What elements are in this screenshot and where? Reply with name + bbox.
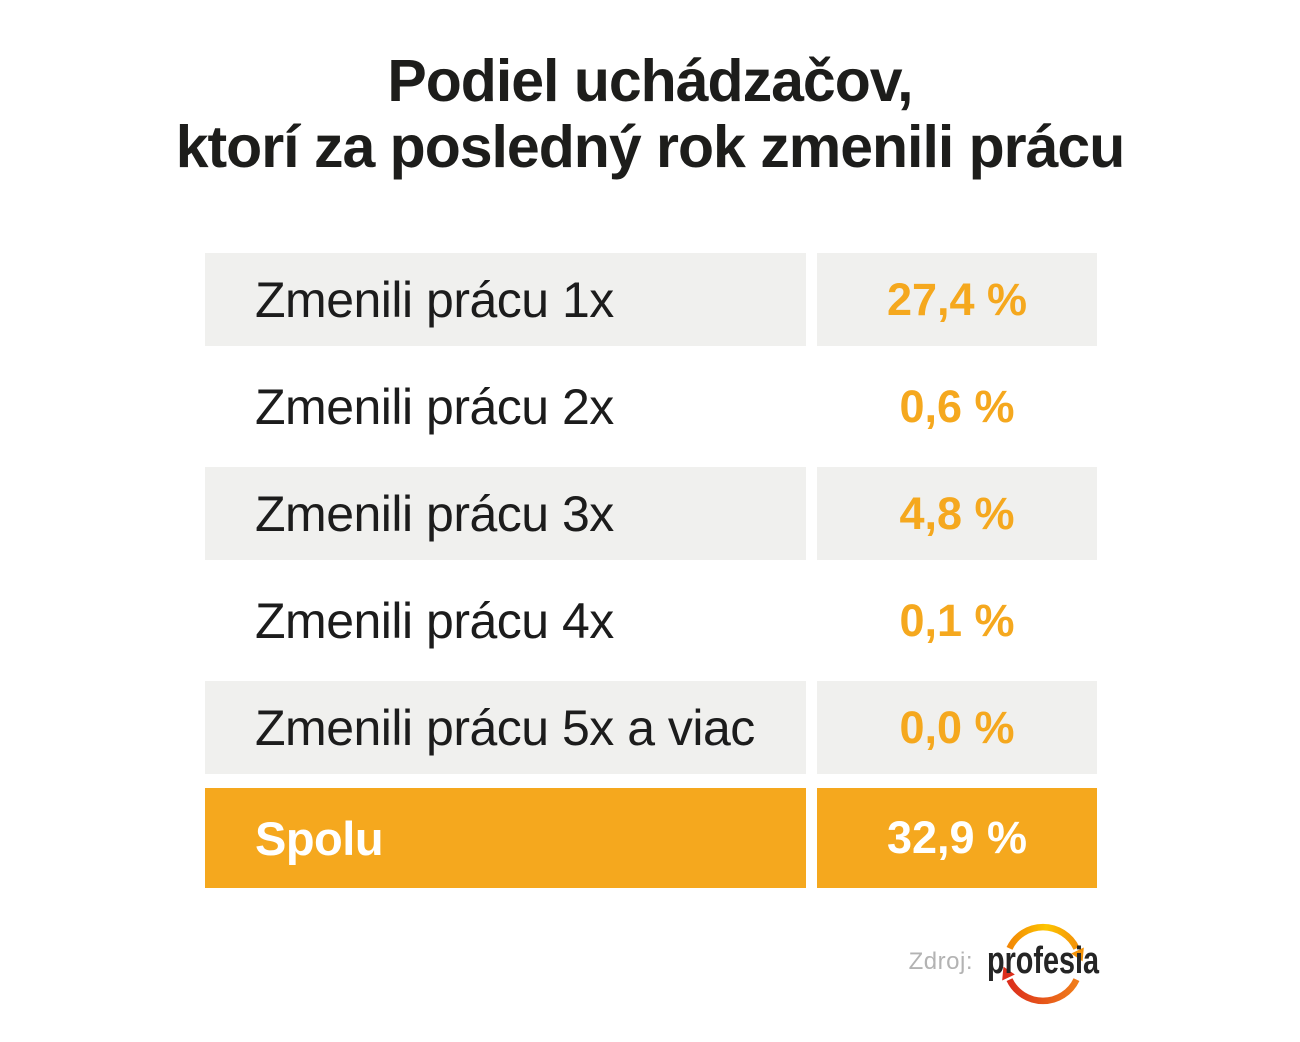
logo-arrowhead-bottom xyxy=(1002,966,1015,981)
logo-circular-arrows xyxy=(1002,923,1084,1005)
logo-wordmark: profesia xyxy=(987,940,1100,982)
page-title: Podiel uchádzačov, ktorí za posledný rok… xyxy=(0,48,1300,180)
table-row-total: Spolu 32,9 % xyxy=(205,788,1097,888)
table-row: Zmenili prácu 3x 4,8 % xyxy=(205,467,1097,560)
row-label: Zmenili prácu 2x xyxy=(255,378,614,435)
row-label: Zmenili prácu 3x xyxy=(205,467,806,560)
logo-arc-top xyxy=(1006,923,1080,950)
table-row: Zmenili prácu 4x 0,1 % xyxy=(205,574,1097,667)
row-value: 4,8 % xyxy=(817,467,1097,560)
table-row: Zmenili prácu 1x 27,4 % xyxy=(205,253,1097,346)
row-label: Zmenili prácu 4x xyxy=(255,592,614,649)
logo-arc-bottom xyxy=(1006,978,1080,1005)
share-table: Zmenili prácu 1x 27,4 % Zmenili prácu 2x… xyxy=(205,253,1097,888)
profesia-logo: profesia xyxy=(987,923,1100,1005)
row-value: 0,0 % xyxy=(817,681,1097,774)
table-row: Zmenili prácu 2x 0,6 % xyxy=(205,360,1097,453)
row-value: 0,1 % xyxy=(899,594,1015,646)
page-title-line1: Podiel uchádzačov, xyxy=(387,48,913,114)
page-title-line2: ktorí za posledný rok zmenili prácu xyxy=(175,114,1126,180)
source-label: Zdroj: xyxy=(908,948,973,975)
row-label: Zmenili prácu 1x xyxy=(205,253,806,346)
table-row: Zmenili prácu 5x a viac 0,0 % xyxy=(205,681,1097,774)
row-value: 0,6 % xyxy=(899,380,1015,432)
row-value: 27,4 % xyxy=(817,253,1097,346)
total-value: 32,9 % xyxy=(817,788,1097,888)
total-label: Spolu xyxy=(205,788,806,888)
row-label: Zmenili prácu 5x a viac xyxy=(205,681,806,774)
logo-arrowhead-top xyxy=(1071,947,1084,962)
